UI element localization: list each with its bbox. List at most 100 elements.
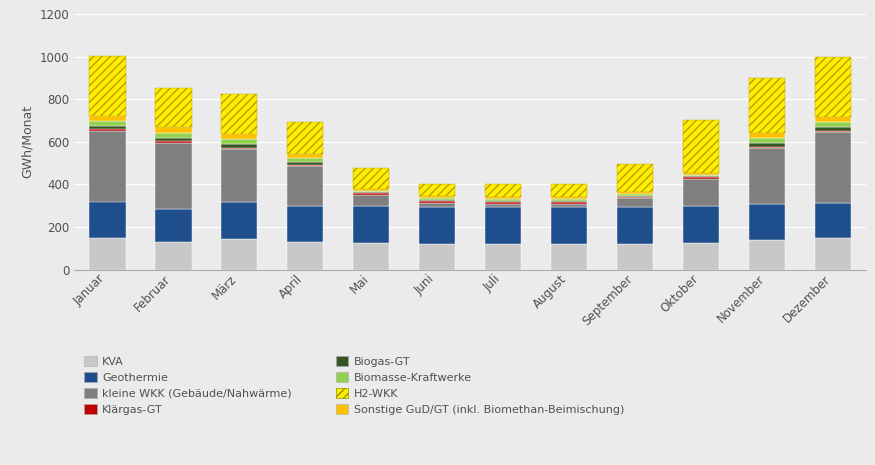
Bar <box>749 78 786 133</box>
Bar <box>287 158 324 162</box>
Bar <box>749 146 786 148</box>
Bar <box>617 207 654 244</box>
Bar <box>354 206 389 243</box>
Bar <box>816 127 851 131</box>
Bar <box>221 201 257 239</box>
Legend: KVA, Geothermie, kleine WKK (Gebäude/Nahwärme), Klärgas-GT, Biogas-GT, Biomasse-: KVA, Geothermie, kleine WKK (Gebäude/Nah… <box>80 352 629 419</box>
Bar <box>221 94 257 134</box>
Bar <box>354 193 389 195</box>
Bar <box>816 203 851 238</box>
Bar <box>155 88 192 127</box>
Bar <box>617 165 654 192</box>
Bar <box>354 243 389 270</box>
Bar <box>155 242 192 270</box>
Bar <box>419 244 456 270</box>
Bar <box>683 120 719 173</box>
Bar <box>419 207 456 244</box>
Bar <box>749 133 786 138</box>
Y-axis label: GWh/Monat: GWh/Monat <box>21 105 34 179</box>
Bar <box>287 154 324 158</box>
Bar <box>485 202 522 204</box>
Bar <box>89 129 125 131</box>
Bar <box>221 94 257 134</box>
Bar <box>221 145 257 147</box>
Bar <box>155 143 192 209</box>
Bar <box>683 243 719 270</box>
Bar <box>155 133 192 138</box>
Bar <box>354 167 389 189</box>
Bar <box>419 198 456 200</box>
Bar <box>617 244 654 270</box>
Bar <box>551 244 587 270</box>
Bar <box>89 201 125 238</box>
Bar <box>816 238 851 270</box>
Bar <box>155 127 192 133</box>
Bar <box>485 207 522 244</box>
Bar <box>816 57 851 117</box>
Bar <box>89 121 125 126</box>
Bar <box>485 199 522 201</box>
Bar <box>287 206 324 242</box>
Bar <box>419 203 456 207</box>
Bar <box>221 139 257 144</box>
Bar <box>485 184 522 198</box>
Bar <box>617 198 654 207</box>
Bar <box>155 138 192 141</box>
Bar <box>419 196 456 198</box>
Bar <box>89 126 125 129</box>
Bar <box>749 148 786 204</box>
Bar <box>683 178 719 179</box>
Bar <box>354 191 389 193</box>
Bar <box>419 200 456 201</box>
Bar <box>221 149 257 201</box>
Bar <box>551 202 587 204</box>
Bar <box>551 199 587 201</box>
Bar <box>683 176 719 178</box>
Bar <box>816 117 851 122</box>
Bar <box>683 179 719 206</box>
Bar <box>485 201 522 202</box>
Bar <box>419 201 456 203</box>
Bar <box>221 239 257 270</box>
Bar <box>551 198 587 199</box>
Bar <box>816 131 851 132</box>
Bar <box>749 240 786 270</box>
Bar <box>89 116 125 121</box>
Bar <box>155 209 192 242</box>
Bar <box>749 78 786 133</box>
Bar <box>354 167 389 189</box>
Bar <box>419 184 456 196</box>
Bar <box>683 173 719 175</box>
Bar <box>551 184 587 198</box>
Bar <box>419 184 456 196</box>
Bar <box>287 162 324 165</box>
Bar <box>551 201 587 202</box>
Bar <box>354 195 389 206</box>
Bar <box>287 122 324 154</box>
Bar <box>354 189 389 191</box>
Bar <box>551 184 587 198</box>
Bar <box>617 192 654 194</box>
Bar <box>749 138 786 143</box>
Bar <box>155 88 192 127</box>
Bar <box>617 165 654 192</box>
Bar <box>617 196 654 197</box>
Bar <box>617 197 654 198</box>
Bar <box>89 56 125 116</box>
Bar <box>551 207 587 244</box>
Bar <box>287 165 324 166</box>
Bar <box>287 122 324 154</box>
Bar <box>816 122 851 127</box>
Bar <box>816 132 851 203</box>
Bar <box>683 175 719 176</box>
Bar <box>749 204 786 240</box>
Bar <box>89 56 125 116</box>
Bar <box>287 242 324 270</box>
Bar <box>485 204 522 207</box>
Bar <box>683 120 719 173</box>
Bar <box>221 147 257 149</box>
Bar <box>221 134 257 139</box>
Bar <box>89 238 125 270</box>
Bar <box>617 194 654 196</box>
Bar <box>749 143 786 146</box>
